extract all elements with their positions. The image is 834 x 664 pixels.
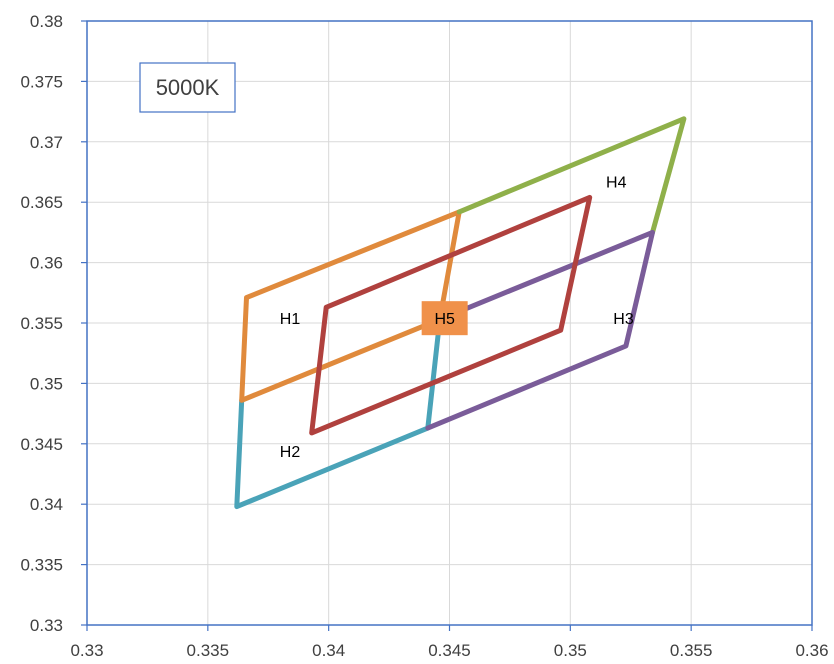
x-tick-label: 0.35 xyxy=(554,641,587,660)
y-tick-label: 0.375 xyxy=(20,72,63,91)
region-label-h5: H5 xyxy=(434,311,455,328)
x-tick-label: 0.355 xyxy=(670,641,713,660)
series-layer xyxy=(234,116,687,510)
series-line-1 xyxy=(234,316,443,510)
y-tick-label: 0.34 xyxy=(30,495,63,514)
x-tick-label: 0.33 xyxy=(70,641,103,660)
series-line-4 xyxy=(425,229,655,431)
title-box-frame xyxy=(139,62,236,113)
axes: 0.33 0.335 0.34 0.345 0.35 0.355 0.36 0.33 0.335… xyxy=(20,12,828,660)
series-line-3 xyxy=(456,116,687,235)
y-tick-label: 0.365 xyxy=(20,193,63,212)
x-tick-label: 0.345 xyxy=(428,641,471,660)
y-tick-label: 0.355 xyxy=(20,314,63,333)
region-labels: H1 H2 H3 H4 H5 xyxy=(280,175,634,461)
y-tick-label: 0.37 xyxy=(30,133,63,152)
region-label-h4: H4 xyxy=(606,175,627,192)
region-label-h5-background xyxy=(421,301,468,336)
chart-title: 5000K xyxy=(156,75,220,100)
x-tick-label: 0.335 xyxy=(187,641,230,660)
y-tick-label: 0.33 xyxy=(30,616,63,635)
grid xyxy=(87,21,812,625)
y-tick-label: 0.36 xyxy=(30,254,63,273)
y-tick-label: 0.38 xyxy=(30,12,63,31)
x-tick-label: 0.34 xyxy=(312,641,345,660)
x-tick-label: 0.36 xyxy=(795,641,828,660)
y-tick-label: 0.345 xyxy=(20,435,63,454)
title-box: 5000K xyxy=(139,62,236,113)
region-label-h1: H1 xyxy=(280,311,301,328)
series-line-5 xyxy=(309,194,593,436)
region-label-h2: H2 xyxy=(280,444,301,461)
y-tick-label: 0.35 xyxy=(30,374,63,393)
region-label-h3: H3 xyxy=(613,311,634,328)
y-tick-label: 0.335 xyxy=(20,556,63,575)
